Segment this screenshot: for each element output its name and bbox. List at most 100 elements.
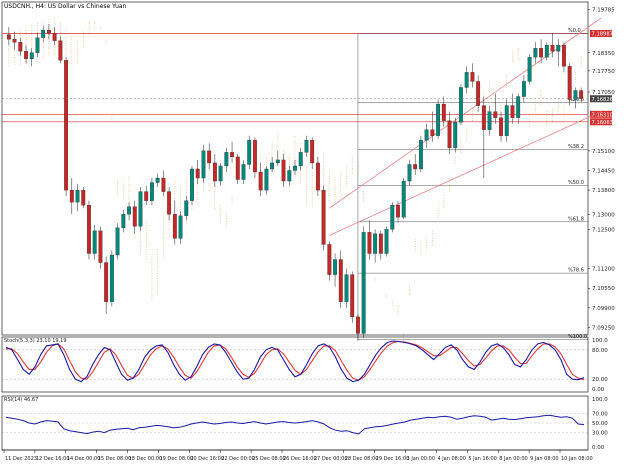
candle[interactable] xyxy=(344,268,349,308)
candle[interactable] xyxy=(41,25,46,43)
candle[interactable] xyxy=(361,226,366,339)
candle[interactable] xyxy=(230,141,234,163)
candle[interactable] xyxy=(127,202,131,221)
candle[interactable] xyxy=(476,75,481,112)
candle[interactable] xyxy=(453,117,458,153)
candle[interactable] xyxy=(264,165,269,195)
candle[interactable] xyxy=(144,185,149,206)
candle[interactable] xyxy=(293,159,297,176)
candle[interactable] xyxy=(132,200,137,234)
candle[interactable] xyxy=(487,105,492,136)
candle[interactable] xyxy=(401,178,406,219)
candle[interactable] xyxy=(195,159,200,185)
candle[interactable] xyxy=(527,54,532,85)
candle[interactable] xyxy=(155,173,160,188)
candle[interactable] xyxy=(172,200,177,245)
candle[interactable] xyxy=(396,200,400,224)
candle[interactable] xyxy=(258,162,263,197)
candle[interactable] xyxy=(390,202,395,233)
candle[interactable] xyxy=(304,135,309,157)
candle[interactable] xyxy=(235,153,240,185)
candle[interactable] xyxy=(52,27,57,46)
candle[interactable] xyxy=(35,33,40,58)
candle[interactable] xyxy=(109,250,114,307)
candle[interactable] xyxy=(64,57,69,197)
candle[interactable] xyxy=(253,137,257,179)
candle[interactable] xyxy=(464,66,469,94)
candle[interactable] xyxy=(24,45,28,64)
candle[interactable] xyxy=(556,39,561,67)
candle[interactable] xyxy=(58,36,63,64)
candle[interactable] xyxy=(115,223,120,260)
candle[interactable] xyxy=(447,111,452,154)
candle[interactable] xyxy=(310,137,315,169)
candle[interactable] xyxy=(413,153,418,176)
candle[interactable] xyxy=(92,224,97,260)
candle[interactable] xyxy=(356,313,360,342)
candle[interactable] xyxy=(98,226,103,269)
candle[interactable] xyxy=(373,229,378,263)
candle[interactable] xyxy=(69,178,74,215)
candle[interactable] xyxy=(270,156,275,172)
candle[interactable] xyxy=(424,123,429,148)
candle[interactable] xyxy=(521,75,526,103)
candle[interactable] xyxy=(190,165,194,206)
candle[interactable] xyxy=(436,99,440,139)
candle[interactable] xyxy=(29,48,34,67)
candle[interactable] xyxy=(481,96,486,179)
candle[interactable] xyxy=(315,156,320,197)
candle[interactable] xyxy=(384,226,389,257)
candle[interactable] xyxy=(504,99,509,142)
candle[interactable] xyxy=(87,200,91,260)
candle[interactable] xyxy=(407,159,412,186)
candle[interactable] xyxy=(224,147,229,172)
candle[interactable] xyxy=(287,165,292,186)
candle[interactable] xyxy=(218,162,223,186)
candle[interactable] xyxy=(201,144,206,183)
candle[interactable] xyxy=(367,220,372,260)
candle[interactable] xyxy=(298,147,303,171)
candle[interactable] xyxy=(510,93,515,124)
candle[interactable] xyxy=(533,42,538,64)
candle[interactable] xyxy=(121,209,126,233)
candle[interactable] xyxy=(207,143,212,169)
candle[interactable] xyxy=(459,84,463,126)
candle[interactable] xyxy=(138,187,143,231)
candle[interactable] xyxy=(212,153,217,188)
candle[interactable] xyxy=(573,87,578,109)
candle[interactable] xyxy=(579,87,584,103)
candle[interactable] xyxy=(178,211,183,245)
candle[interactable] xyxy=(327,241,332,281)
candle[interactable] xyxy=(550,33,555,58)
candle[interactable] xyxy=(75,184,80,212)
candle[interactable] xyxy=(441,96,446,127)
candle[interactable] xyxy=(104,256,109,314)
candle[interactable] xyxy=(562,42,566,73)
candle[interactable] xyxy=(167,187,172,221)
candle[interactable] xyxy=(499,111,503,142)
candle[interactable] xyxy=(378,230,383,260)
candle[interactable] xyxy=(470,63,475,88)
candle[interactable] xyxy=(81,187,86,209)
candle[interactable] xyxy=(544,42,549,61)
stochastic-panel[interactable]: 100.0 80.00 20.00 0.00 xyxy=(1,336,608,393)
candle[interactable] xyxy=(430,111,435,142)
candle[interactable] xyxy=(321,185,326,251)
candle[interactable] xyxy=(18,37,23,56)
candle[interactable] xyxy=(46,24,51,40)
candle[interactable] xyxy=(12,31,17,50)
candle[interactable] xyxy=(247,135,252,169)
candle[interactable] xyxy=(275,150,280,166)
candle[interactable] xyxy=(6,27,11,46)
candle[interactable] xyxy=(539,39,544,64)
candle[interactable] xyxy=(241,159,246,185)
candle[interactable] xyxy=(338,250,343,308)
candle[interactable] xyxy=(418,135,423,172)
candle[interactable] xyxy=(150,178,154,206)
price-panel[interactable]: 7.18987 7.16310 7.16063 %0.0 %23.6 %38.2 %50.0… xyxy=(1,1,615,344)
candle[interactable] xyxy=(281,153,286,188)
candle[interactable] xyxy=(350,271,355,323)
candle[interactable] xyxy=(567,63,572,106)
candle[interactable] xyxy=(333,253,337,287)
